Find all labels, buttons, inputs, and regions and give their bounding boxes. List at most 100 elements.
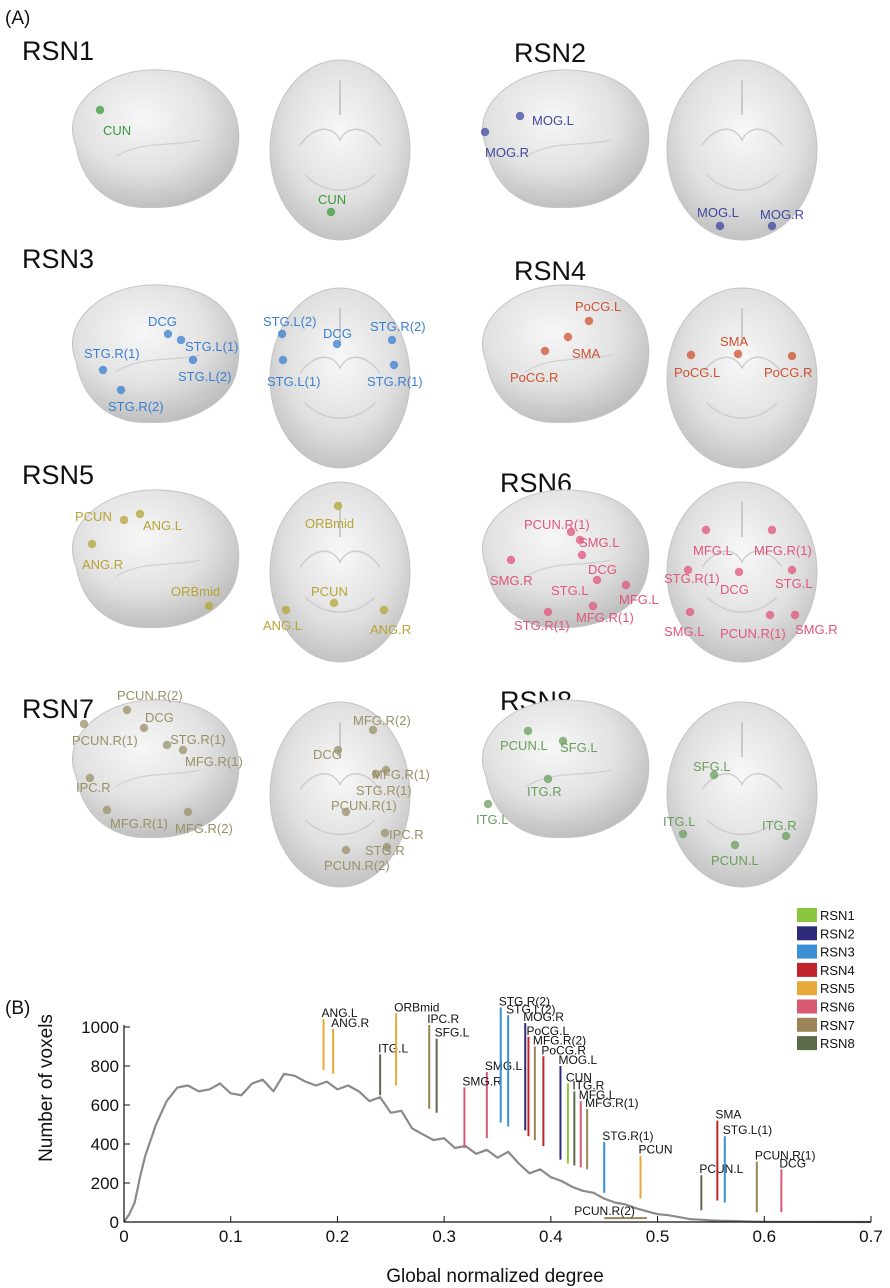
roi-node: ANG.R — [82, 539, 123, 572]
roi-dot — [781, 831, 791, 841]
roi-marker-label: SMG.R — [462, 1074, 502, 1088]
roi-label: MFG.R(1) — [576, 610, 634, 625]
roi-label: MFG.R(1) — [372, 767, 430, 782]
roi-dot — [326, 207, 336, 217]
roi-dot — [686, 350, 696, 360]
roi-dot — [381, 765, 391, 775]
roi-marker: CUN — [566, 1071, 592, 1164]
roi-marker: ITG.L — [378, 1041, 408, 1096]
brain-contour — [706, 402, 778, 419]
roi-label: ITG.R — [527, 784, 562, 799]
legend-swatch — [797, 1017, 817, 1032]
roi-label: MFG.R(1) — [754, 543, 812, 558]
legend-entry: RSN6 — [797, 999, 855, 1015]
brain-contour — [701, 356, 783, 374]
roi-dot — [558, 736, 568, 746]
roi-node: STG.R — [365, 842, 405, 858]
brain-sulcus — [525, 139, 611, 158]
roi-dot — [178, 745, 188, 755]
roi-marker-label: PoCG.R — [541, 1043, 586, 1057]
roi-node: DCG — [720, 567, 749, 597]
roi-label: STG.L(2) — [263, 314, 316, 329]
roi-label: SFG.L — [560, 740, 598, 755]
legend-swatch — [797, 908, 817, 922]
roi-dot — [163, 329, 173, 339]
roi-node: SFG.L — [693, 759, 731, 780]
legend-label: RSN6 — [820, 1000, 855, 1015]
roi-marker-label: ITG.L — [378, 1041, 408, 1055]
roi-node: STG.L(1) — [176, 335, 238, 354]
roi-dot — [790, 610, 800, 620]
roi-node: ANG.L — [263, 605, 302, 633]
roi-node: MFG.L — [693, 525, 733, 558]
roi-label: STG.R — [365, 843, 405, 858]
brain-top-view — [666, 59, 818, 241]
roi-marker: STG.R(1) — [602, 1129, 654, 1193]
roi-node: PCUN.R(1) — [331, 798, 397, 817]
roi-label: SMA — [572, 346, 601, 361]
roi-node: ITG.R — [762, 818, 797, 841]
roi-node: SMG.R — [790, 610, 838, 637]
roi-node: SFG.L — [558, 736, 598, 755]
roi-marker: ITG.R — [572, 1078, 605, 1166]
roi-label: STG.L(1) — [267, 374, 320, 389]
roi-marker: STG.R(2) — [499, 995, 550, 1123]
brain-contour — [299, 356, 381, 374]
legend-swatch — [797, 944, 817, 959]
roi-node: ANG.R — [370, 605, 411, 637]
roi-node: PCUN.R(2) — [324, 845, 390, 873]
roi-dot — [119, 515, 129, 525]
roi-dot — [102, 805, 112, 815]
roi-marker-label: IPC.R — [427, 1012, 459, 1026]
network-rsn2: RSN2 MOG.L MOG.R MOG.L MOG.R — [480, 38, 818, 241]
roi-marker-label: MFG.R(1) — [585, 1096, 638, 1110]
roi-node: ITG.R — [527, 774, 562, 799]
roi-marker: DCG — [779, 1156, 806, 1213]
roi-label: STG.R(2) — [108, 399, 164, 414]
roi-label: CUN — [103, 123, 131, 138]
brain-sulcus — [88, 808, 209, 823]
brain-side-view — [481, 69, 650, 208]
roi-marker: ANG.L — [322, 1006, 358, 1070]
roi-dot — [135, 509, 145, 519]
roi-label: MFG.L — [693, 543, 733, 558]
roi-marker: SMG.L — [485, 1059, 522, 1139]
legend-entry: RSN2 — [797, 926, 855, 941]
chart-axes: 0 0.1 0.2 0.3 0.4 0.5 0.6 0.7 0 200 400 600 800 1000 — [81, 1018, 883, 1246]
roi-node: STG.R(2) — [108, 385, 164, 414]
brain-sulcus — [525, 769, 611, 788]
roi-node: STG.R(1) — [356, 765, 412, 798]
roi-dot — [685, 607, 695, 617]
roi-marker-label: STG.L(1) — [723, 1123, 772, 1137]
roi-label: PoCG.R — [510, 370, 558, 385]
roi-marker-label: CUN — [566, 1071, 592, 1085]
roi-dot — [98, 365, 108, 375]
roi-dot — [380, 828, 390, 838]
roi-marker-label: PCUN — [638, 1143, 672, 1157]
roi-label: MOG.L — [532, 113, 574, 128]
roi-node: MFG.R(1) — [178, 745, 243, 769]
roi-label: MFG.R(2) — [175, 821, 233, 836]
roi-node: PCUN.L — [711, 840, 759, 868]
y-tick-label: 800 — [91, 1057, 119, 1076]
roi-node: ANG.L — [135, 509, 182, 533]
brain-sulcus — [115, 139, 201, 158]
roi-node: PoCG.L — [674, 350, 720, 380]
x-axis-title: Global normalized degree — [386, 1266, 604, 1287]
roi-label: ANG.L — [263, 618, 302, 633]
roi-dot — [277, 329, 287, 339]
roi-marker-label: STG.R(2) — [499, 995, 550, 1009]
roi-marker: MFG.L — [579, 1088, 616, 1168]
roi-dot — [341, 845, 351, 855]
legend-label: RSN5 — [820, 981, 855, 996]
y-tick-label: 200 — [91, 1174, 119, 1193]
roi-node: PCUN.R(1) — [72, 719, 138, 748]
roi-marker: SMA — [715, 1108, 741, 1201]
roi-label: ORBmid — [305, 516, 354, 531]
roi-label: ANG.R — [370, 622, 411, 637]
roi-label: STG.R(1) — [170, 732, 226, 747]
roi-label: STG.R(2) — [370, 319, 426, 334]
roi-label: PoCG.R — [764, 365, 812, 380]
brain-contour — [304, 402, 376, 419]
y-tick-label: 1000 — [81, 1018, 119, 1037]
